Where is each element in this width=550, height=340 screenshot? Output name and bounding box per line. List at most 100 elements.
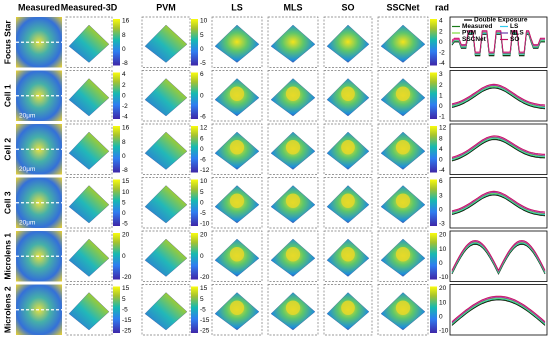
colorbar-tick-label: -8 xyxy=(122,167,128,174)
profile-frame xyxy=(449,70,548,122)
colorbar-tick-label: -15 xyxy=(200,317,210,324)
profile-line xyxy=(451,297,546,324)
panel-frame xyxy=(65,230,113,282)
surface xyxy=(380,24,426,63)
surface-peak xyxy=(229,247,245,262)
colorbar-tick-label: 4 xyxy=(122,71,126,78)
profile-frame xyxy=(449,284,548,336)
colorbar xyxy=(191,233,198,280)
colorbar-tick-label: 0 xyxy=(122,46,126,53)
profile-line xyxy=(451,135,546,159)
profile-line xyxy=(451,135,546,158)
colorbar-tick-label: -10 xyxy=(439,274,449,281)
profile-line xyxy=(451,85,546,108)
colorbar-tick-label: -1 xyxy=(439,114,445,121)
panel-frame xyxy=(141,70,191,122)
profile-line xyxy=(451,138,546,161)
panel-frame xyxy=(211,123,263,175)
panel-frame xyxy=(267,16,319,68)
profile-line xyxy=(451,192,546,215)
panel-frame xyxy=(323,284,373,336)
surface xyxy=(144,24,188,63)
panel-frame xyxy=(211,284,263,336)
colorbar-tick-label: 20 xyxy=(439,285,447,292)
panel-frame xyxy=(323,177,373,229)
colorbar-tick-label: -8 xyxy=(122,60,128,67)
surface xyxy=(144,238,188,277)
colorbar-tick-label: 5 xyxy=(122,199,126,206)
profile-line xyxy=(451,83,546,106)
row-label: Cell 2 xyxy=(2,138,12,161)
panel-frame xyxy=(267,70,319,122)
profile-line xyxy=(451,86,546,108)
colorbar xyxy=(113,286,120,333)
colorbar xyxy=(430,72,437,119)
profile-line xyxy=(451,298,546,326)
surface xyxy=(68,238,110,277)
surface xyxy=(68,78,110,117)
colorbar-tick-label: 4 xyxy=(439,146,443,153)
surface-peak xyxy=(341,140,355,155)
panel-frame xyxy=(65,16,113,68)
colorbar-tick-label: 8 xyxy=(439,135,443,142)
colorbar-tick-label: 0 xyxy=(439,260,443,267)
panel-frame xyxy=(323,70,373,122)
colorbar-tick-label: 5 xyxy=(200,296,204,303)
scale-bar-label: 20μm xyxy=(19,166,35,173)
profile-line xyxy=(451,139,546,162)
column-header: SO xyxy=(341,2,354,12)
panel-frame xyxy=(65,70,113,122)
colorbar-tick-label: 20 xyxy=(439,232,447,239)
profile-frame xyxy=(449,177,548,229)
colorbar-tick-label: -2 xyxy=(122,103,128,110)
surface xyxy=(68,131,110,170)
panel-frame xyxy=(141,230,191,282)
row-label: Cell 3 xyxy=(2,191,12,214)
profile-line xyxy=(451,240,546,272)
profile-line xyxy=(451,296,546,323)
colorbar-tick-label: 6 xyxy=(439,178,443,185)
colorbar-tick-label: 8 xyxy=(122,139,126,146)
colorbar xyxy=(113,72,120,119)
column-header: LS xyxy=(231,2,243,12)
colorbar-tick-label: 5 xyxy=(122,296,126,303)
colorbar xyxy=(191,179,198,226)
surface-peak xyxy=(229,140,245,155)
colorbar-tick-label: 15 xyxy=(122,178,130,185)
profile-line xyxy=(451,192,546,214)
colorbar-tick-label: -4 xyxy=(439,60,445,67)
surface-peak xyxy=(229,300,245,315)
panel-frame xyxy=(211,16,263,68)
surface-peak xyxy=(341,247,355,262)
panel-frame xyxy=(267,123,319,175)
colorbar-tick-label: 15 xyxy=(200,285,208,292)
colorbar xyxy=(191,126,198,173)
surface-peak xyxy=(229,86,245,101)
panel-frame xyxy=(211,177,263,229)
colorbar-tick-label: 10 xyxy=(122,189,130,196)
surface xyxy=(326,24,370,63)
colorbar-tick-label: 5 xyxy=(200,189,204,196)
profile-line xyxy=(451,299,546,326)
colorbar-tick-label: -3 xyxy=(439,221,445,228)
colorbar-tick-label: 20 xyxy=(122,232,130,239)
colorbar xyxy=(430,233,437,280)
legend-label: Double Exposure xyxy=(474,17,528,24)
colorbar-tick-label: -25 xyxy=(200,328,210,335)
surface xyxy=(68,24,110,63)
column-header: SSCNet xyxy=(386,2,419,12)
surface xyxy=(144,185,188,224)
colorbar-tick-label: 4 xyxy=(439,18,443,25)
profile-line xyxy=(451,137,546,161)
colorbar-tick-label: 6 xyxy=(200,71,204,78)
panel-frame xyxy=(141,123,191,175)
profile-line xyxy=(451,84,546,106)
colorbar-tick-label: -4 xyxy=(439,167,445,174)
colorbar-tick-label: -5 xyxy=(200,306,206,313)
legend-label: PVM xyxy=(462,30,476,37)
colorbar-tick-label: 0 xyxy=(200,199,204,206)
colorbar-tick-label: 2 xyxy=(439,28,443,35)
panel-frame xyxy=(65,123,113,175)
colorbar xyxy=(430,179,437,226)
colorbar-tick-label: 12 xyxy=(200,125,208,132)
